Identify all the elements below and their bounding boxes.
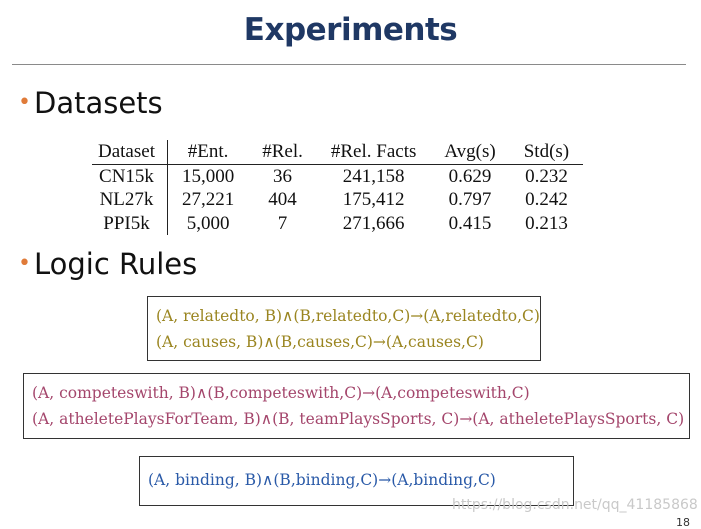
table-cell: 5,000 [186, 212, 230, 234]
rule-line: (A, causes, B)∧(B,causes,C)→(A,causes,C) [156, 333, 484, 351]
table-cell: NL27k [92, 188, 168, 212]
rule-line: (A, relatedto, B)∧(B,relatedto,C)→(A,rel… [156, 307, 540, 325]
table-cell: 175,412 [342, 189, 405, 210]
table-cell: CN15k [92, 164, 168, 188]
column-header: #Ent. [167, 140, 249, 165]
table-cell: 27,221 [181, 189, 235, 210]
table-header-row: Dataset #Ent. #Rel. #Rel. Facts Avg(s) Std(s) [92, 140, 584, 165]
column-header: Dataset [92, 140, 168, 165]
rule-box: (A, relatedto, B)∧(B,relatedto,C)→(A,rel… [147, 296, 541, 361]
table-row: PPI5k 5,000 7 271,666 0.415 0.213 [92, 211, 583, 235]
table-cell: 0.797 [448, 189, 492, 210]
table-cell: 15,000 [181, 165, 235, 187]
bullet: • [18, 90, 31, 115]
rule-line: (A, binding, B)∧(B,binding,C)→(A,binding… [148, 471, 496, 489]
table-cell: 241,158 [342, 165, 405, 187]
title-rule [12, 64, 686, 65]
table-cell: 271,666 [342, 212, 405, 234]
section-heading: • Datasets [18, 86, 163, 120]
page-number: 18 [676, 516, 690, 529]
rule-line: (A, atheletePlaysForTeam, B)∧(B, teamPla… [32, 410, 685, 428]
watermark: https://blog.csdn.net/qq_41185868 [452, 497, 698, 513]
table-cell: 7 [277, 212, 288, 234]
table-cell: 404 [268, 189, 297, 210]
column-header: #Rel. [248, 140, 317, 165]
heading-text: Logic Rules [33, 247, 198, 281]
column-header: Avg(s) [430, 140, 510, 165]
column-header: #Rel. Facts [316, 140, 431, 165]
rule-line: (A, competeswith, B)∧(B,competeswith,C)→… [32, 384, 530, 402]
table-cell: 36 [273, 165, 293, 187]
table-cell: 0.629 [448, 165, 492, 187]
heading-text: Datasets [33, 86, 163, 120]
rule-box: (A, binding, B)∧(B,binding,C)→(A,binding… [139, 456, 574, 506]
slide-title: Experiments [243, 12, 458, 48]
table-cell: 0.232 [525, 165, 568, 187]
section-heading: • Logic Rules [18, 247, 197, 281]
table-cell: 0.242 [525, 189, 568, 210]
table-cell: 0.213 [525, 212, 568, 234]
bullet: • [18, 251, 31, 276]
table-cell: PPI5k [92, 211, 168, 235]
rule-box: (A, competeswith, B)∧(B,competeswith,C)→… [23, 373, 690, 439]
column-header: Std(s) [509, 140, 584, 165]
table-row: NL27k 27,221 404 175,412 0.797 0.242 [92, 188, 583, 212]
table-row: CN15k 15,000 36 241,158 0.629 0.232 [92, 164, 583, 188]
table-cell: 0.415 [448, 212, 492, 234]
dataset-table: Dataset #Ent. #Rel. #Rel. Facts Avg(s) Std(s)… [92, 140, 584, 235]
